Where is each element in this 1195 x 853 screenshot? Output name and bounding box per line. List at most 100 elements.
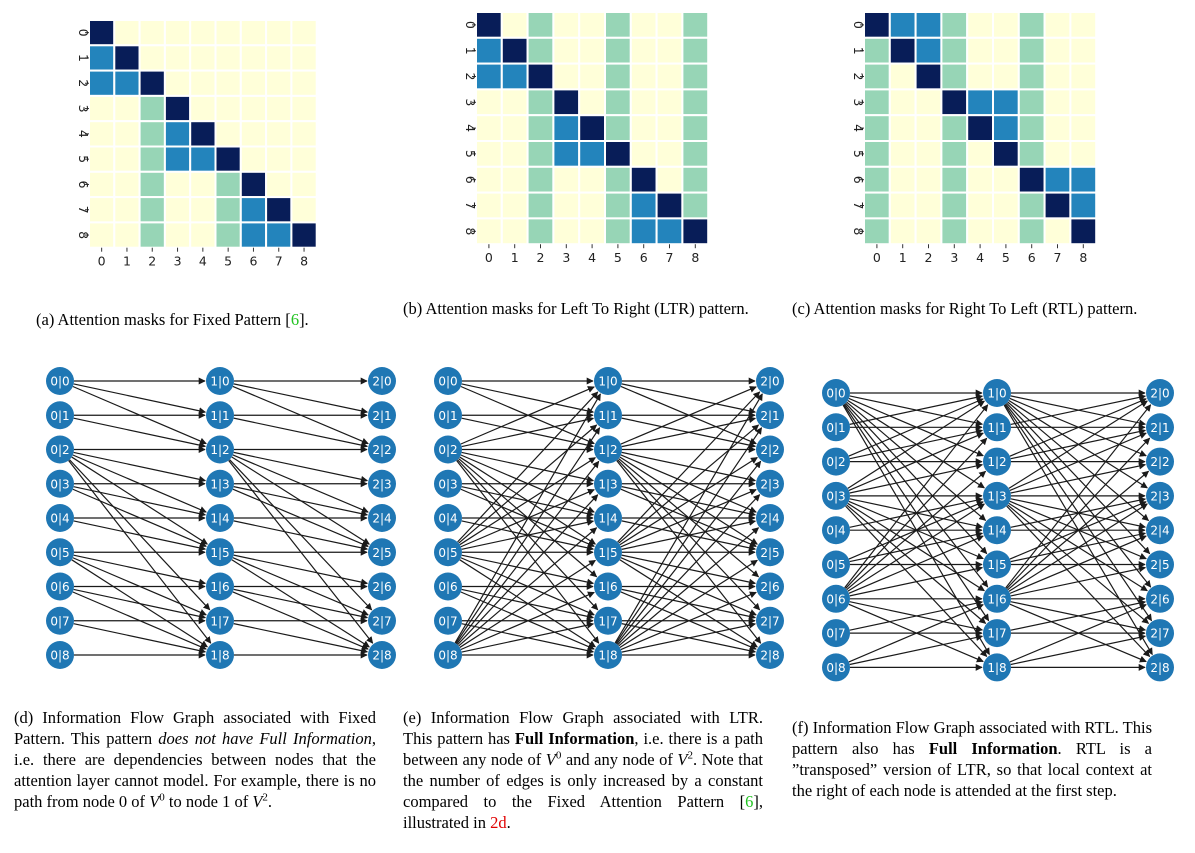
heatmap-cell [475, 114, 503, 142]
y-tick-label: 4 [851, 124, 866, 132]
heatmap-cell [604, 217, 632, 246]
heatmap-cell [629, 165, 658, 194]
y-tick-label: 4 [463, 124, 478, 132]
heatmap-cell [992, 62, 1020, 91]
heatmap-cell [475, 88, 503, 117]
heatmap-cell [604, 88, 632, 117]
graph-node [983, 447, 1011, 476]
figure-ref-link[interactable]: 2d [490, 813, 507, 832]
heatmap-cell [888, 165, 917, 194]
graph-node-label: 1|2 [987, 455, 1006, 469]
heatmap-cell [88, 120, 116, 148]
graph-node [594, 572, 622, 601]
graph-node-label: 2|7 [372, 614, 391, 628]
x-tick-label: 1 [511, 250, 519, 265]
x-tick-label: 5 [1002, 250, 1010, 265]
heatmap-cell [888, 140, 917, 168]
graph-node-label: 2|5 [1150, 558, 1169, 572]
caption-f: (f) Information Flow Graph associated wi… [792, 718, 1152, 800]
heatmap-cell [88, 94, 116, 123]
citation-link[interactable]: 6 [290, 310, 300, 329]
heatmap-cell [681, 165, 710, 194]
heatmap-cell [265, 221, 293, 249]
graph-edge [1008, 399, 1148, 489]
graph-edge [846, 504, 987, 624]
heatmap-cell [552, 11, 581, 39]
heatmap-cell [214, 120, 242, 148]
heatmap-cell [966, 62, 995, 91]
graph-node [206, 469, 234, 498]
graph-node-label: 0|6 [826, 592, 845, 606]
heatmap-cell [655, 114, 684, 142]
heatmap-cell [655, 88, 684, 117]
x-tick-label: 0 [873, 250, 881, 265]
heatmap-cell [1043, 36, 1072, 65]
graph-node-label: 0|6 [50, 580, 69, 594]
graph-node [1146, 413, 1174, 442]
heatmap-cell [966, 217, 995, 246]
heatmap-cell [163, 170, 192, 199]
x-tick-label: 2 [537, 250, 545, 265]
graph-edge [848, 603, 984, 663]
graph-node [756, 401, 784, 430]
heatmap-cell [629, 36, 658, 65]
graph-node-label: 1|6 [598, 580, 617, 594]
heatmap-cell [992, 11, 1020, 39]
y-tick-label: 8 [76, 231, 91, 239]
graph-node [756, 606, 784, 635]
heatmap-cell [940, 36, 969, 65]
graph-node-label: 1|6 [987, 592, 1006, 606]
heatmap-cell [888, 88, 917, 117]
heatmap-cell [655, 62, 684, 91]
heatmap-cell [578, 217, 607, 246]
graph-edge [847, 400, 985, 489]
graph-node [756, 504, 784, 532]
graph-node-label: 1|2 [210, 443, 229, 457]
y-tick-label: 3 [76, 105, 91, 113]
y-tick-label: 1 [463, 47, 478, 55]
heatmap-cell [239, 170, 268, 199]
graph-node-label: 0|3 [50, 477, 69, 491]
heatmap-cell [1069, 191, 1098, 220]
heatmap-cell [113, 69, 141, 97]
heatmap-cell [214, 170, 242, 199]
graph-node [983, 379, 1011, 407]
y-tick-label: 5 [851, 150, 866, 158]
y-tick-label: 0 [76, 29, 91, 37]
graph-edge [457, 459, 599, 611]
graph-node [756, 367, 784, 395]
graph-node [1146, 584, 1174, 613]
graph-node-label: 0|8 [826, 661, 845, 675]
heatmap-cell [604, 140, 632, 168]
graph-node-label: 1|7 [598, 614, 617, 628]
graph-node-label: 2|7 [760, 614, 779, 628]
graph-edge [73, 554, 207, 586]
graph-edge [232, 454, 369, 513]
citation-link[interactable]: 6 [745, 792, 754, 811]
heatmap-cell [1017, 140, 1046, 168]
y-tick-label: 2 [76, 79, 91, 87]
heatmap-cell [940, 191, 969, 220]
graph-node-label: 2|4 [760, 512, 779, 526]
y-tick-label: 7 [851, 202, 866, 210]
heatmap-cell [113, 44, 141, 72]
graph-node-label: 2|8 [372, 649, 391, 663]
x-tick-label: 3 [174, 254, 182, 269]
graph-node-label: 0|4 [438, 512, 457, 526]
heatmap-cell [1069, 114, 1098, 142]
graph-node [983, 653, 1011, 682]
graph-node-label: 2|2 [372, 443, 391, 457]
graph-node [594, 435, 622, 464]
graph-node [756, 435, 784, 464]
heatmap-cell [1017, 88, 1046, 117]
heatmap-cell [1069, 165, 1098, 194]
graph-ltr: 0|0 0|1 0|2 0|3 0|4 0|5 0|6 0|7 0|8 1|0 1|1 1|2 1|3 1… [434, 367, 784, 669]
graph-edge [618, 458, 760, 578]
graph-node [368, 469, 396, 498]
heatmap-cell [1043, 11, 1072, 39]
graph-node [46, 606, 74, 635]
x-tick-label: 2 [148, 254, 156, 269]
heatmap-cell [500, 140, 529, 168]
y-tick-label: 4 [76, 130, 91, 138]
